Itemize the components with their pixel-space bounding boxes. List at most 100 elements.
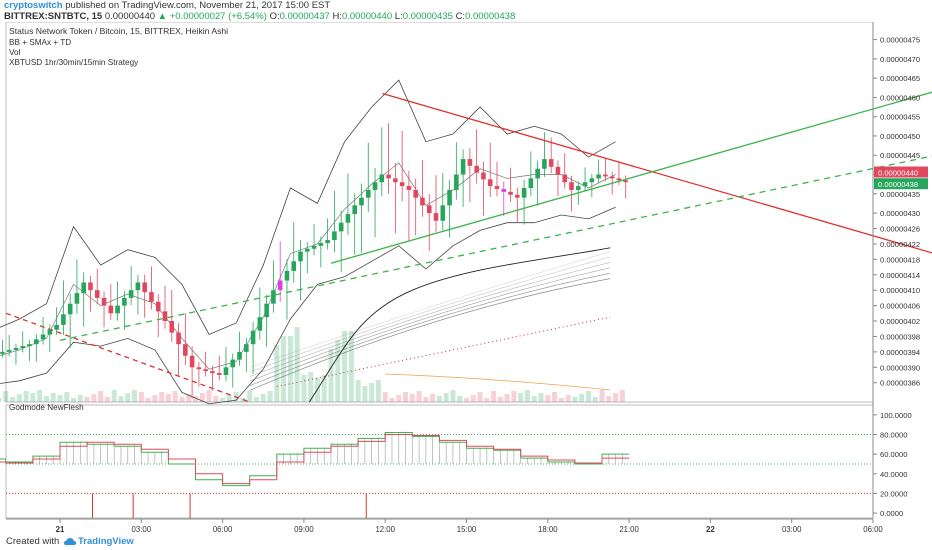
candle-body bbox=[122, 297, 127, 306]
volume-bar bbox=[450, 390, 456, 402]
sma-line bbox=[249, 251, 611, 368]
symbol-label: BITTREX:SNTBTC, 15 bbox=[4, 11, 103, 22]
candle-body bbox=[372, 182, 378, 190]
time-tick-label: 03:00 bbox=[782, 525, 802, 533]
volume-bar bbox=[423, 397, 429, 402]
candle-body bbox=[101, 297, 107, 306]
candle-body bbox=[548, 159, 554, 167]
candle-body bbox=[47, 329, 53, 335]
volume-bar bbox=[389, 398, 395, 402]
candle-body bbox=[501, 188, 507, 192]
candle-body bbox=[616, 178, 622, 181]
volume-bar bbox=[613, 393, 619, 402]
volume-bar bbox=[606, 396, 612, 402]
candle-body bbox=[155, 301, 161, 312]
time-tick-label: 12:00 bbox=[375, 525, 395, 533]
footer-brand[interactable]: TradingView bbox=[78, 536, 134, 547]
candle-body bbox=[562, 174, 568, 183]
volume-bar bbox=[619, 390, 625, 402]
volume-bar bbox=[538, 393, 544, 402]
candle-body bbox=[515, 194, 520, 198]
publish-line: cryptoswitch published on TradingView.co… bbox=[4, 0, 330, 11]
volume-bar bbox=[193, 396, 198, 402]
oscillator-title: Godmode NewFlesh bbox=[9, 403, 84, 412]
high-value: 0.00000440 bbox=[341, 11, 393, 22]
volume-bar bbox=[328, 349, 334, 402]
close-label: C: bbox=[455, 11, 466, 22]
candle-body bbox=[237, 351, 242, 360]
time-tick-label: 18:00 bbox=[538, 525, 558, 533]
volume-bar bbox=[552, 392, 558, 402]
volume-bar bbox=[585, 391, 591, 402]
volume-bar bbox=[37, 390, 43, 402]
volume-bar bbox=[436, 396, 442, 402]
volume-bar bbox=[77, 395, 83, 402]
price-tick-label: 0.00000422 bbox=[880, 240, 920, 249]
candle-body bbox=[271, 290, 276, 304]
volume-bar bbox=[213, 396, 219, 402]
time-tick-label: 22 bbox=[706, 525, 715, 533]
price-tick-label: 0.00000398 bbox=[880, 332, 920, 341]
price-tick-label: 0.00000426 bbox=[880, 224, 920, 233]
candles bbox=[0, 123, 629, 399]
close-value: 0.00000438 bbox=[465, 11, 516, 22]
candle-body bbox=[603, 174, 608, 177]
volume-bar bbox=[152, 395, 158, 402]
price-tick-label: 0.00000402 bbox=[880, 317, 920, 326]
volume-bar bbox=[91, 394, 97, 402]
time-axis[interactable]: 21 03:00 06:00 09:00 12:00 15:00 18:00 21:00 22 0… bbox=[6, 518, 932, 533]
volume-bar bbox=[145, 398, 151, 402]
volume-bar bbox=[565, 395, 571, 402]
oscillator-plot bbox=[0, 431, 630, 518]
up-arrow-icon: ▲ bbox=[157, 11, 168, 22]
bb-lower-line bbox=[0, 206, 616, 405]
price-axis[interactable]: 0.00000475 0.00000470 0.00000465 0.00000460… bbox=[872, 22, 928, 518]
trendline-support bbox=[330, 91, 932, 264]
candle-body bbox=[0, 351, 5, 354]
candle-body bbox=[399, 182, 405, 187]
candle-body bbox=[318, 242, 324, 246]
candle-body bbox=[189, 355, 195, 368]
volume-bar bbox=[396, 395, 402, 402]
legend-title: Status Network Token / Bitcoin, 15, BITT… bbox=[9, 26, 228, 36]
time-tick-label: 06:00 bbox=[213, 525, 233, 533]
candle-body bbox=[20, 346, 26, 349]
price-tick-label: 0.00000418 bbox=[880, 255, 920, 264]
candle-body bbox=[596, 174, 601, 179]
candle-body bbox=[528, 178, 534, 189]
candle-body bbox=[88, 282, 93, 291]
candle-body bbox=[494, 186, 500, 189]
candle-body bbox=[426, 205, 432, 214]
volume-bar bbox=[84, 397, 90, 402]
price-tick-label: 0.00000445 bbox=[880, 151, 920, 160]
candle-body bbox=[210, 371, 215, 374]
price-panel-frame bbox=[5, 22, 874, 403]
legend-bb: BB + SMAx + TD bbox=[9, 38, 71, 47]
candle-body bbox=[203, 369, 208, 372]
chart-canvas[interactable]: 0.00000475 0.00000470 0.00000465 0.00000460… bbox=[0, 22, 932, 533]
author-link[interactable]: cryptoswitch bbox=[4, 0, 63, 11]
volume-bar bbox=[579, 394, 585, 402]
volume-bar bbox=[321, 375, 327, 402]
trendline-resistance bbox=[382, 92, 932, 254]
candle-body bbox=[135, 282, 141, 291]
volume-bar bbox=[111, 390, 117, 402]
osc-tick-label: 20.0000 bbox=[880, 489, 907, 498]
volume-bar bbox=[599, 390, 605, 402]
oscillator-axis[interactable]: 100.0000 80.0000 60.0000 40.0000 20.0000 0.00… bbox=[873, 411, 912, 518]
candle-body bbox=[467, 159, 473, 166]
volume-bar bbox=[3, 391, 9, 402]
volume-bar bbox=[518, 393, 524, 402]
volume-bar bbox=[511, 391, 517, 402]
price-tick-label: 0.00000435 bbox=[880, 190, 920, 199]
candle-body bbox=[67, 303, 73, 315]
candle-body bbox=[176, 332, 181, 345]
candle-body bbox=[250, 330, 256, 345]
bb-upper-line bbox=[0, 79, 616, 336]
bollinger-bands bbox=[0, 79, 616, 405]
volume-bar bbox=[497, 397, 503, 402]
price-tick-label: 0.00000455 bbox=[880, 113, 920, 122]
symbol-line: BITTREX:SNTBTC, 15 0.00000440 ▲ +0.00000… bbox=[4, 11, 515, 22]
volume-bar bbox=[443, 393, 449, 402]
candle-body bbox=[542, 159, 547, 169]
